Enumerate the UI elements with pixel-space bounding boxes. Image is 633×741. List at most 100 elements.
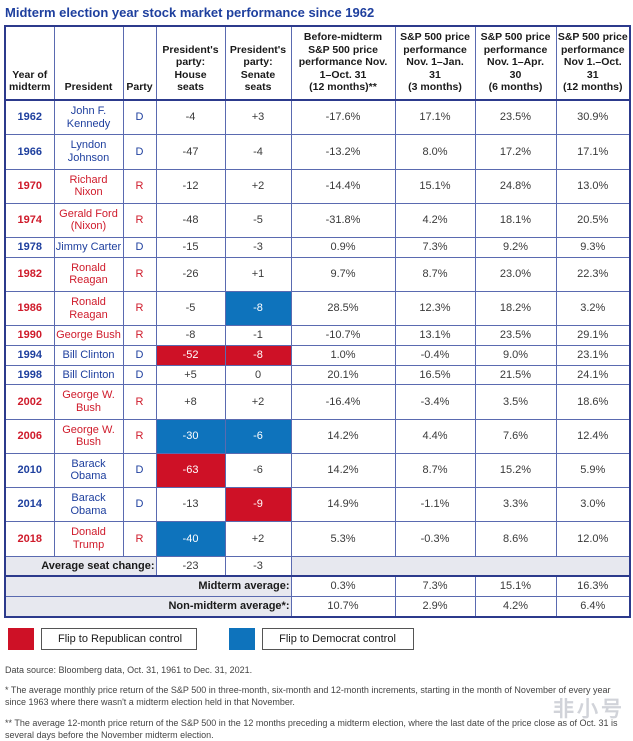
perf-6mo-cell: 8.6% (474, 521, 557, 557)
before-midterm-cell: 0.9% (290, 237, 396, 258)
perf-12mo-cell: 22.3% (555, 256, 631, 293)
house-seats-cell: +5 (155, 364, 226, 386)
perf-6mo-cell: 9.2% (474, 237, 557, 258)
party-cell: D (122, 134, 157, 170)
house-seats-cell: -52 (155, 344, 226, 366)
president-cell: Bill Clinton (53, 364, 124, 386)
democrat-flip-swatch (229, 627, 256, 650)
senate-seats-cell: -9 (224, 487, 292, 523)
empty-cell (290, 555, 631, 577)
senate-seats-cell: -1 (224, 325, 292, 346)
perf-12mo-cell: 29.1% (555, 325, 631, 346)
house-seats-cell: -4 (155, 99, 226, 136)
table-row: 2002 George W. Bush R +8 +2 -16.4% -3.4% 3.5% 18… (4, 384, 631, 420)
perf-3mo-cell: -1.1% (394, 487, 476, 523)
senate-seats-cell: -5 (224, 202, 292, 239)
midterm-average-12mo: 16.3% (555, 575, 631, 597)
before-midterm-cell: -17.6% (290, 99, 396, 136)
perf-3mo-cell: 15.1% (394, 168, 476, 204)
midterm-average-3mo: 7.3% (394, 575, 476, 597)
party-cell: D (122, 452, 157, 489)
perf-6mo-cell: 23.5% (474, 99, 557, 136)
midterm-average-row: Midterm average: 0.3% 7.3% 15.1% 16.3% (4, 575, 631, 597)
president-cell: Ronald Reagan (53, 256, 124, 293)
house-seats-cell: -5 (155, 291, 226, 327)
non-midterm-average-row: Non-midterm average*: 10.7% 2.9% 4.2% 6.… (4, 595, 631, 618)
party-cell: D (122, 99, 157, 136)
senate-seats-cell: +2 (224, 168, 292, 204)
before-midterm-cell: 9.7% (290, 256, 396, 293)
year-cell: 1978 (4, 237, 55, 258)
perf-6mo-cell: 3.3% (474, 487, 557, 523)
president-cell: George Bush (53, 325, 124, 346)
party-cell: R (122, 418, 157, 454)
header-3-months: S&P 500 price performance Nov. 1–Jan. 31… (394, 25, 476, 101)
before-midterm-cell: -10.7% (290, 325, 396, 346)
header-12-months: S&P 500 price performance Nov 1.–Oct. 31… (555, 25, 631, 101)
year-cell: 2018 (4, 521, 55, 557)
perf-12mo-cell: 20.5% (555, 202, 631, 239)
perf-12mo-cell: 17.1% (555, 134, 631, 170)
house-seats-cell: -8 (155, 325, 226, 346)
republican-flip-label: Flip to Republican control (41, 627, 198, 650)
party-cell: R (122, 168, 157, 204)
party-cell: R (122, 384, 157, 420)
year-cell: 1962 (4, 99, 55, 136)
before-midterm-cell: -14.4% (290, 168, 396, 204)
senate-seats-cell: -8 (224, 291, 292, 327)
democrat-flip-label: Flip to Democrat control (262, 627, 415, 650)
midterm-average-before: 0.3% (290, 575, 396, 597)
perf-12mo-cell: 18.6% (555, 384, 631, 420)
year-cell: 2002 (4, 384, 55, 420)
president-cell: John F. Kennedy (53, 99, 124, 136)
legend: Flip to Republican control Flip to Democ… (8, 627, 629, 650)
perf-12mo-cell: 12.0% (555, 521, 631, 557)
president-cell: George W. Bush (53, 418, 124, 454)
perf-12mo-cell: 5.9% (555, 452, 631, 489)
year-cell: 1998 (4, 364, 55, 386)
president-cell: Richard Nixon (53, 168, 124, 204)
average-seat-change-label: Average seat change: (4, 555, 157, 577)
president-cell: Bill Clinton (53, 344, 124, 366)
year-cell: 2014 (4, 487, 55, 523)
president-cell: Barack Obama (53, 487, 124, 523)
header-house-seats: President's party: House seats (155, 25, 226, 101)
midterm-performance-table: Year of midterm President Party Presiden… (4, 25, 631, 618)
senate-seats-cell: -6 (224, 418, 292, 454)
party-cell: R (122, 291, 157, 327)
party-cell: R (122, 325, 157, 346)
perf-6mo-cell: 18.2% (474, 291, 557, 327)
table-row: 1970 Richard Nixon R -12 +2 -14.4% 15.1% 24.8% 1… (4, 168, 631, 204)
party-cell: D (122, 344, 157, 366)
non-midterm-average-label: Non-midterm average*: (4, 595, 292, 618)
house-seats-cell: -13 (155, 487, 226, 523)
perf-12mo-cell: 30.9% (555, 99, 631, 136)
perf-3mo-cell: -0.4% (394, 344, 476, 366)
perf-6mo-cell: 3.5% (474, 384, 557, 420)
president-cell: Gerald Ford (Nixon) (53, 202, 124, 239)
year-cell: 1970 (4, 168, 55, 204)
perf-12mo-cell: 13.0% (555, 168, 631, 204)
before-midterm-cell: 14.2% (290, 452, 396, 489)
legend-item-republican: Flip to Republican control (8, 627, 198, 650)
president-cell: Ronald Reagan (53, 291, 124, 327)
senate-seats-cell: -3 (224, 237, 292, 258)
perf-6mo-cell: 17.2% (474, 134, 557, 170)
senate-seats-cell: -4 (224, 134, 292, 170)
midterm-average-label: Midterm average: (4, 575, 292, 597)
house-seats-cell: -63 (155, 452, 226, 489)
perf-12mo-cell: 24.1% (555, 364, 631, 386)
year-cell: 1994 (4, 344, 55, 366)
watermark: 非小号 (553, 698, 625, 721)
before-midterm-cell: 28.5% (290, 291, 396, 327)
perf-3mo-cell: 8.0% (394, 134, 476, 170)
before-midterm-cell: -16.4% (290, 384, 396, 420)
table-row: 2014 Barack Obama D -13 -9 14.9% -1.1% 3.3% 3.0% (4, 487, 631, 523)
perf-12mo-cell: 3.0% (555, 487, 631, 523)
senate-seats-cell: 0 (224, 364, 292, 386)
house-seats-cell: -15 (155, 237, 226, 258)
perf-3mo-cell: -3.4% (394, 384, 476, 420)
page-title: Midterm election year stock market perfo… (5, 5, 375, 20)
perf-12mo-cell: 23.1% (555, 344, 631, 366)
average-house-value: -23 (155, 555, 226, 577)
